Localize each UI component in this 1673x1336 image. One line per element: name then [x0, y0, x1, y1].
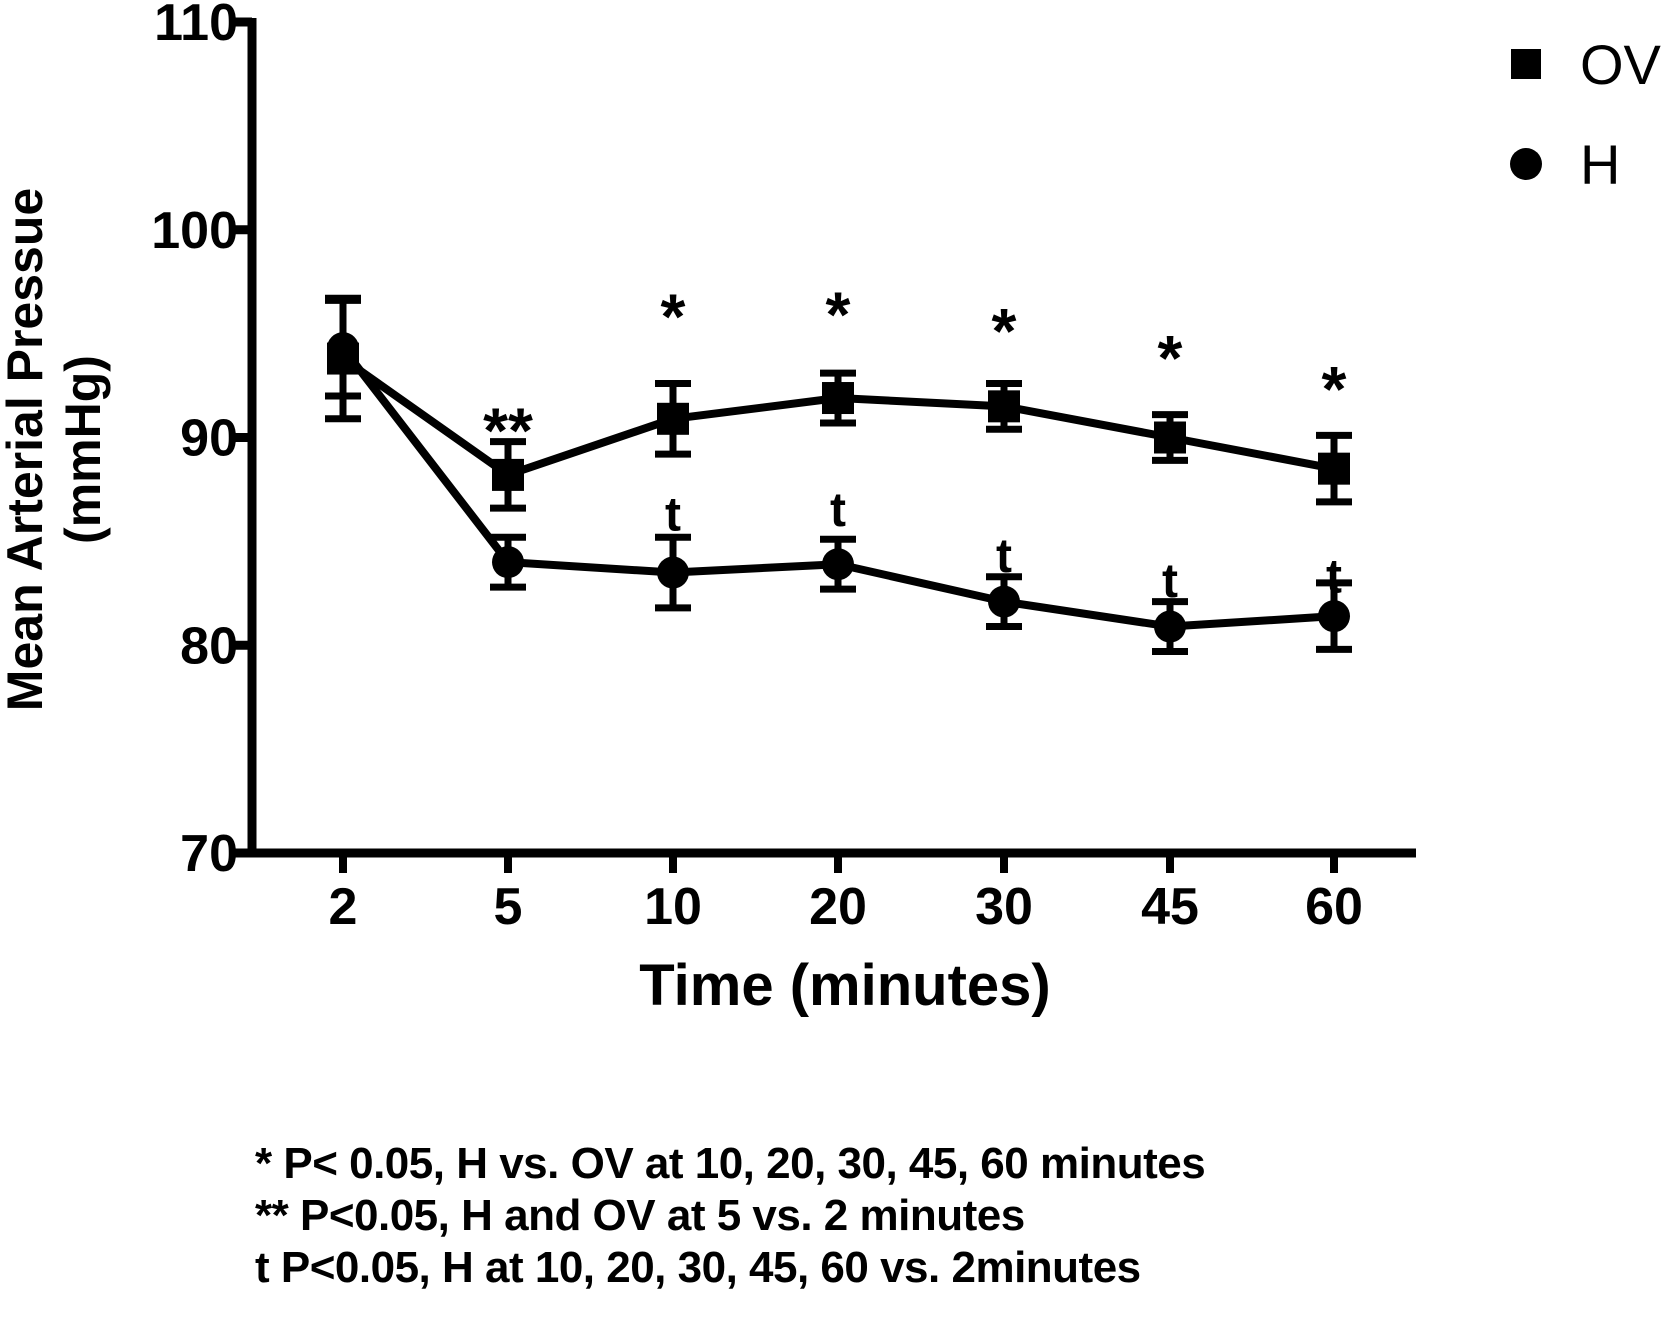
data-point-square — [988, 390, 1020, 423]
data-point-circle — [822, 548, 854, 581]
y-tick-label: 80 — [180, 617, 238, 675]
significance-asterisk: ** — [483, 395, 533, 467]
data-point-square — [1154, 421, 1186, 454]
significance-asterisk: * — [661, 280, 686, 352]
data-point-circle — [492, 546, 524, 579]
y-tick-label: 110 — [154, 0, 238, 52]
footnote-t: t P<0.05, H at 10, 20, 30, 45, 60 vs. 2m… — [255, 1243, 1141, 1292]
y-axis-title-line: (mmHg) — [55, 355, 111, 544]
significance-asterisk: * — [826, 278, 851, 350]
y-axis-title: Mean Arterial Pressue (mmHg) — [0, 188, 111, 711]
x-tick-label: 20 — [809, 878, 867, 936]
data-point-circle — [988, 585, 1020, 618]
x-axis-title: Time (minutes) — [639, 953, 1050, 1018]
data-point-circle — [327, 332, 359, 365]
footnote-double-asterisk: ** P<0.05, H and OV at 5 vs. 2 minutes — [255, 1191, 1025, 1240]
footnote-single-asterisk: * P< 0.05, H vs. OV at 10, 20, 30, 45, 6… — [255, 1139, 1206, 1188]
data-point-square — [1318, 452, 1350, 485]
legend-label: H — [1580, 133, 1620, 196]
legend-marker-square — [1511, 49, 1541, 79]
footnotes: * P< 0.05, H vs. OV at 10, 20, 30, 45, 6… — [255, 1138, 1206, 1294]
significance-asterisk: * — [992, 295, 1017, 367]
x-tick-label: 5 — [494, 878, 523, 936]
y-tick-label: 70 — [180, 825, 238, 883]
x-tick-label: 45 — [1141, 878, 1199, 936]
data-point-circle — [1154, 610, 1186, 643]
significance-t: t — [1326, 551, 1342, 604]
y-axis-title-line: Mean Arterial Pressue — [0, 188, 53, 711]
significance-t: t — [830, 484, 846, 537]
y-tick-label: 100 — [151, 202, 238, 260]
x-tick-label: 60 — [1305, 878, 1363, 936]
data-point-circle — [657, 556, 689, 589]
legend-label: OV — [1580, 33, 1662, 96]
series-ov — [325, 294, 1352, 512]
data-point-circle — [1318, 600, 1350, 633]
legend-marker-circle — [1510, 148, 1542, 180]
series-h — [325, 296, 1352, 655]
data-point-square — [822, 382, 854, 415]
significance-asterisk: * — [1158, 322, 1183, 394]
data-point-square — [657, 402, 689, 435]
significance-asterisk: * — [1322, 353, 1347, 425]
significance-t: t — [665, 488, 681, 541]
significance-t: t — [1162, 555, 1178, 608]
x-tick-label: 10 — [644, 878, 702, 936]
legend: OV H — [1510, 33, 1662, 196]
data-point-square — [492, 458, 524, 491]
x-tick-label: 2 — [329, 878, 358, 936]
x-tick-label: 30 — [975, 878, 1033, 936]
y-tick-label: 90 — [180, 410, 238, 468]
significance-t: t — [996, 530, 1012, 583]
